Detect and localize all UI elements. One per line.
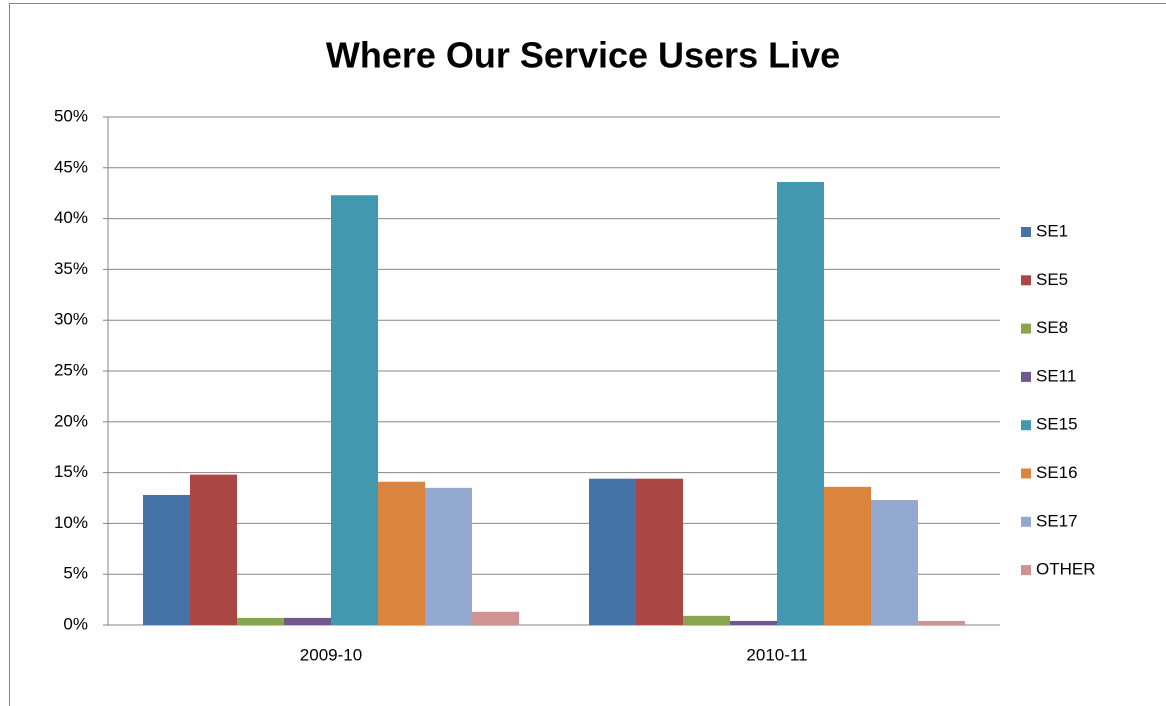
legend-label: SE5 xyxy=(1036,270,1068,289)
y-tick-label: 20% xyxy=(54,411,88,430)
bar xyxy=(636,478,683,625)
bar xyxy=(730,620,777,625)
y-tick-label: 35% xyxy=(54,259,88,278)
legend-swatch xyxy=(1021,468,1031,479)
bar xyxy=(378,481,425,625)
bar xyxy=(425,487,472,625)
legend-label: SE1 xyxy=(1036,221,1068,240)
x-tick-label: 2010-11 xyxy=(746,645,807,664)
legend-label: SE17 xyxy=(1036,511,1078,530)
bar xyxy=(472,611,519,625)
bar xyxy=(237,617,284,625)
chart-title: Where Our Service Users Live xyxy=(326,35,840,76)
x-tick-label: 2009-10 xyxy=(300,645,362,664)
y-tick-label: 30% xyxy=(54,310,88,329)
legend-label: SE11 xyxy=(1036,366,1076,385)
legend-label: SE15 xyxy=(1036,415,1078,434)
bar xyxy=(683,615,730,625)
legend-swatch xyxy=(1021,565,1031,576)
legend-swatch xyxy=(1021,371,1031,382)
y-tick-label: 50% xyxy=(54,106,88,125)
legend-swatch xyxy=(1021,275,1031,286)
bar xyxy=(331,195,378,625)
legend-label: SE8 xyxy=(1036,318,1068,337)
bar xyxy=(143,494,190,625)
y-tick-label: 15% xyxy=(54,462,88,481)
y-tick-label: 10% xyxy=(54,513,88,532)
y-tick-label: 0% xyxy=(63,614,88,633)
y-tick-label: 5% xyxy=(63,564,88,583)
legend-swatch xyxy=(1021,227,1031,237)
legend-label: SE16 xyxy=(1036,463,1078,482)
y-tick-label: 40% xyxy=(54,208,88,227)
bar xyxy=(284,617,331,625)
bar xyxy=(589,478,636,625)
y-tick-label: 25% xyxy=(54,360,88,379)
bar xyxy=(871,500,918,625)
legend-swatch xyxy=(1021,516,1031,527)
y-tick-label: 45% xyxy=(54,157,88,176)
bar xyxy=(190,474,237,625)
bar xyxy=(777,182,824,626)
legend-swatch xyxy=(1021,323,1031,334)
legend-label: OTHER xyxy=(1036,560,1096,579)
bar xyxy=(824,486,871,625)
bar xyxy=(918,620,965,625)
legend-swatch xyxy=(1021,420,1031,431)
